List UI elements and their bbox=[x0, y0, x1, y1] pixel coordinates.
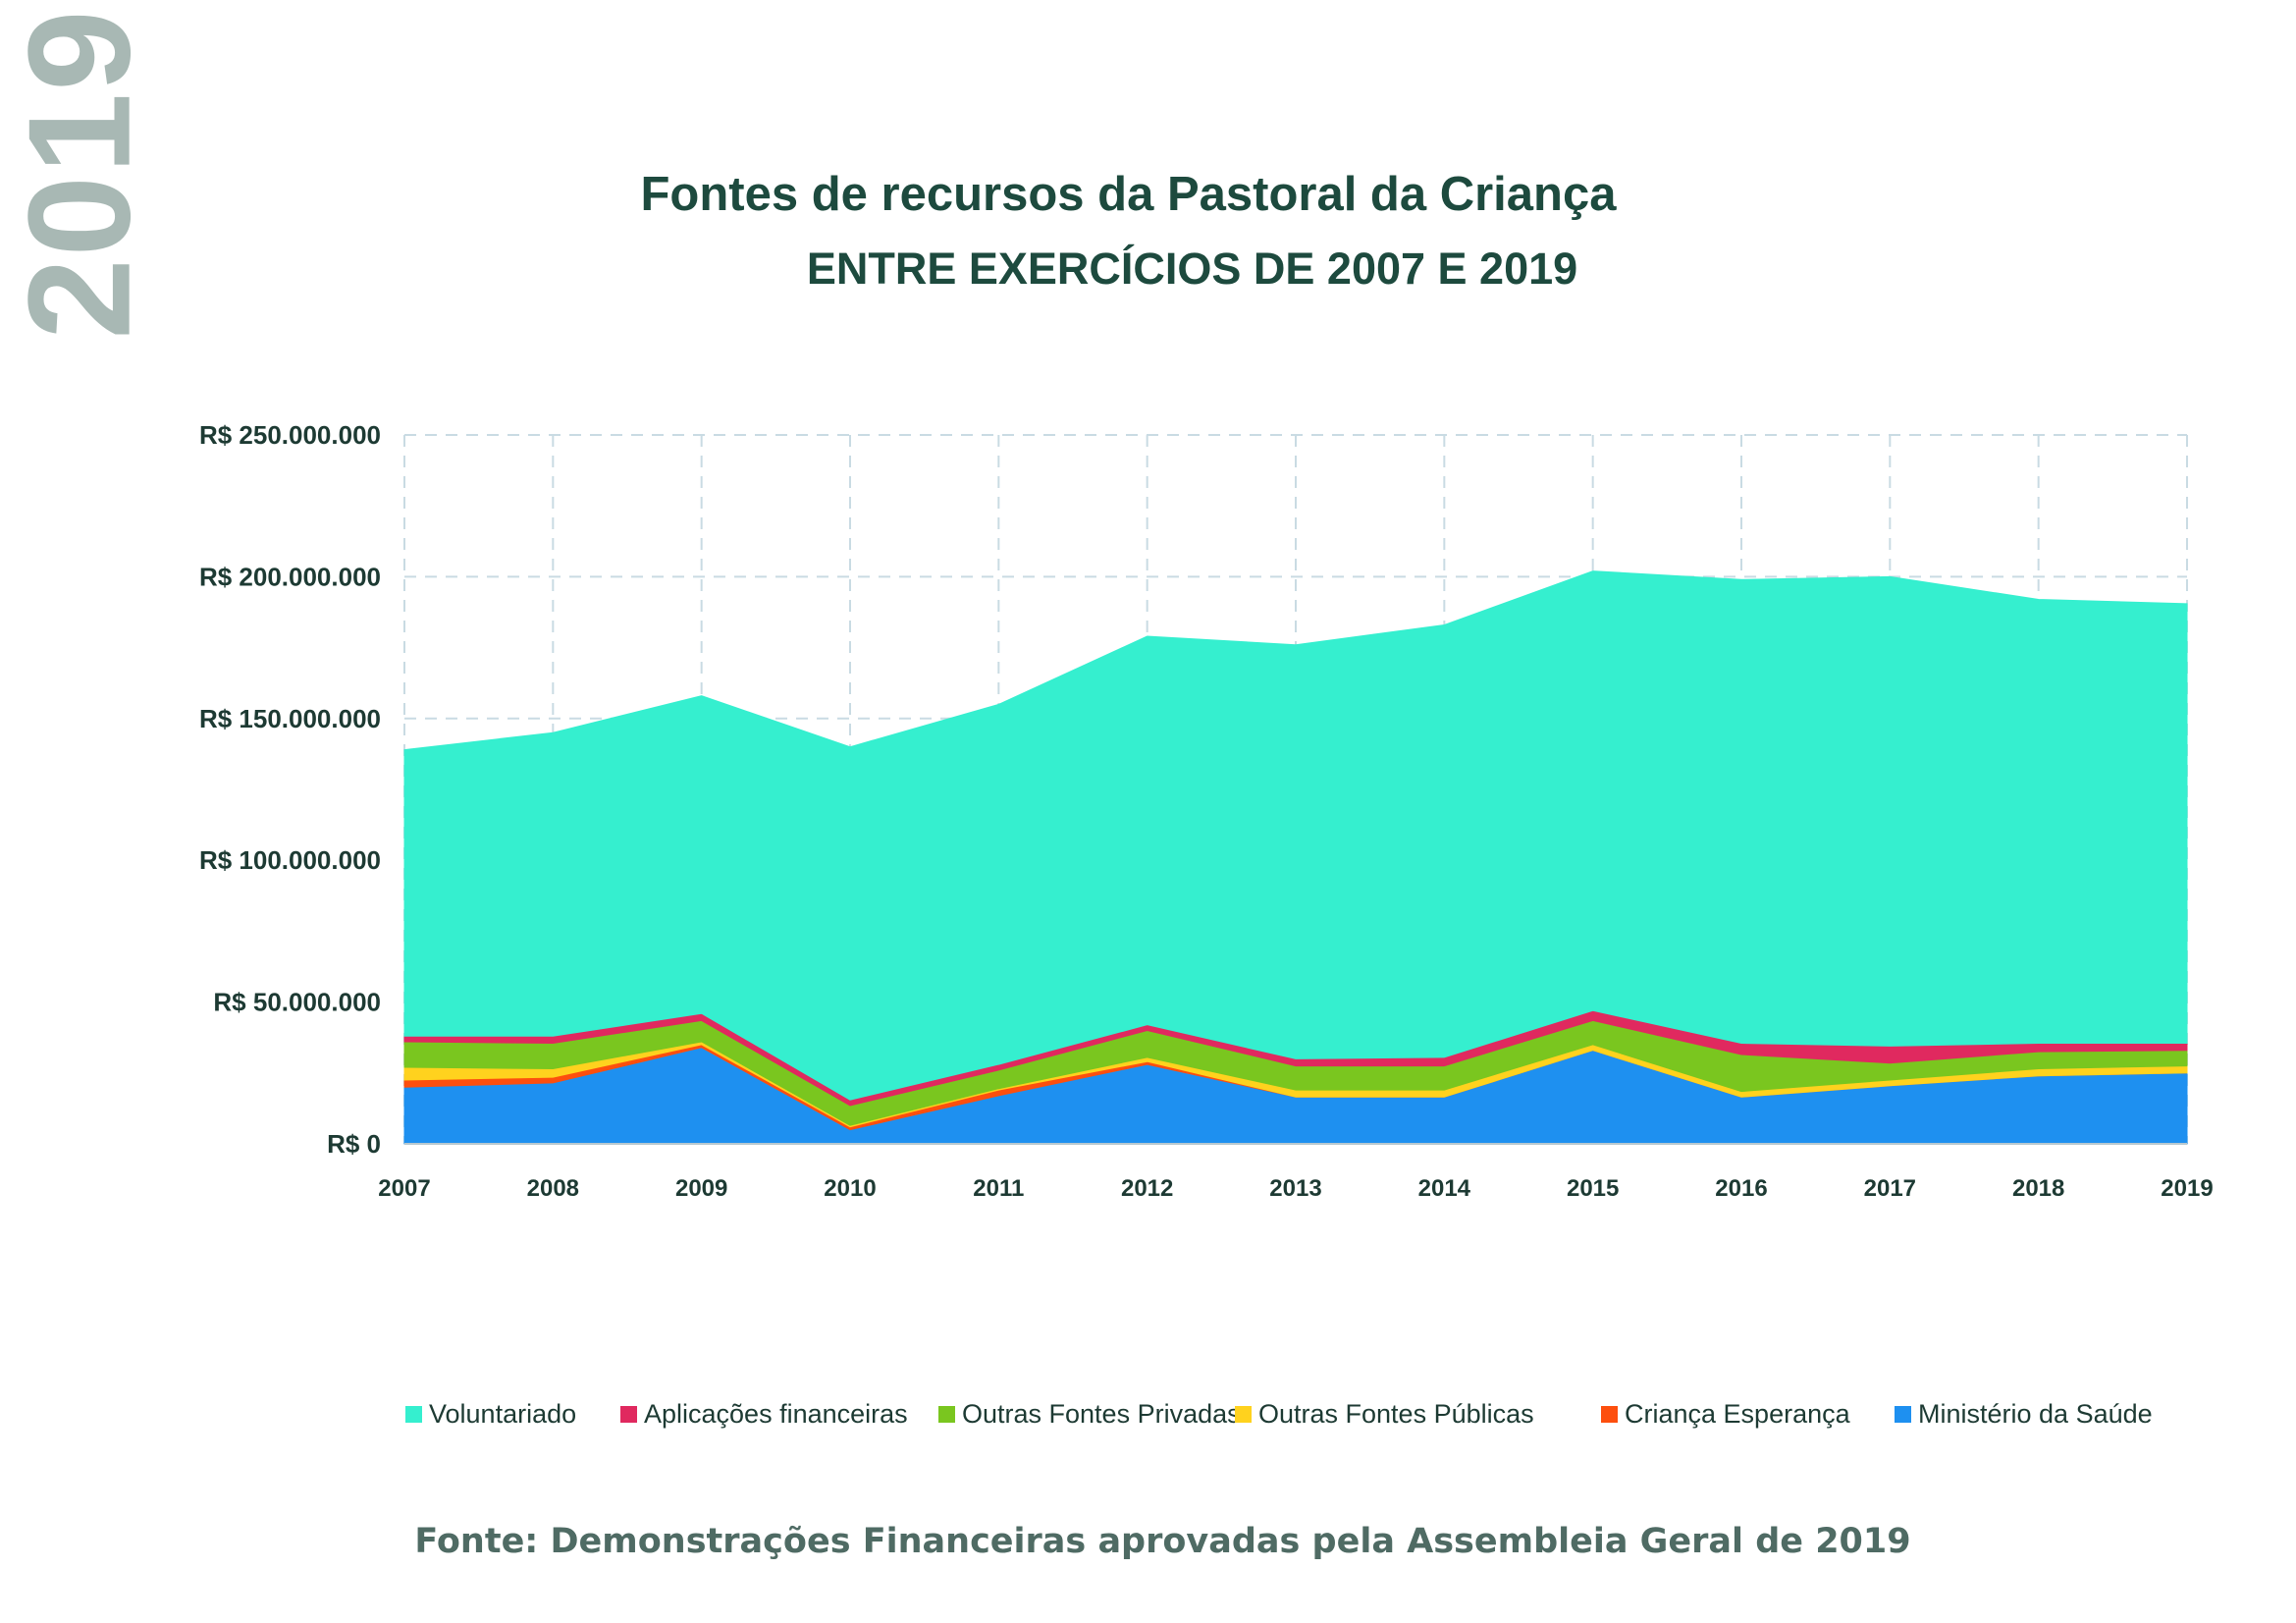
area-voluntariado bbox=[403, 570, 2188, 1101]
x-axis-tick-labels: 2007 2008 2009 2010 2011 2012 2013 2014 2015 2016… bbox=[378, 1175, 2213, 1202]
y-tick-label: R$ 150.000.000 bbox=[199, 704, 381, 733]
legend-swatch bbox=[1895, 1406, 1911, 1423]
x-tick-label: 2015 bbox=[1567, 1175, 1619, 1202]
legend-label: Criança Esperança bbox=[1625, 1399, 1851, 1429]
x-tick-label: 2009 bbox=[675, 1175, 727, 1202]
source-note: Fonte: Demonstrações Financeiras aprovad… bbox=[414, 1522, 1911, 1561]
x-tick-label: 2017 bbox=[1864, 1175, 1916, 1202]
legend-swatch bbox=[938, 1406, 955, 1423]
legend-label: Voluntariado bbox=[429, 1399, 576, 1429]
chart-title: Fontes de recursos da Pastoral da Crianç… bbox=[640, 168, 1617, 221]
area-series bbox=[403, 570, 2188, 1145]
x-tick-label: 2016 bbox=[1715, 1175, 1767, 1202]
x-tick-label: 2014 bbox=[1418, 1175, 1471, 1202]
legend-swatch bbox=[405, 1406, 422, 1423]
y-tick-label: R$ 200.000.000 bbox=[199, 562, 381, 591]
legend-swatch bbox=[1235, 1406, 1252, 1423]
legend: Voluntariado Aplicações financeiras Outras… bbox=[405, 1399, 2153, 1429]
legend-swatch bbox=[620, 1406, 637, 1423]
legend-swatch bbox=[1601, 1406, 1618, 1423]
y-tick-label: R$ 50.000.000 bbox=[213, 988, 381, 1017]
x-tick-label: 2011 bbox=[973, 1175, 1024, 1202]
legend-label: Outras Fontes Públicas bbox=[1258, 1399, 1534, 1429]
chart-subtitle: ENTRE EXERCÍCIOS DE 2007 E 2019 bbox=[806, 243, 1578, 294]
x-tick-label: 2013 bbox=[1269, 1175, 1321, 1202]
legend-label: Outras Fontes Privadas bbox=[962, 1399, 1241, 1429]
x-tick-label: 2008 bbox=[527, 1175, 579, 1202]
x-tick-label: 2019 bbox=[2161, 1175, 2213, 1202]
y-tick-label: R$ 0 bbox=[327, 1129, 381, 1159]
legend-label: Ministério da Saúde bbox=[1918, 1399, 2153, 1429]
y-tick-label: R$ 100.000.000 bbox=[199, 845, 381, 875]
legend-label: Aplicações financeiras bbox=[644, 1399, 908, 1429]
x-tick-label: 2007 bbox=[378, 1175, 430, 1202]
y-tick-label: R$ 250.000.000 bbox=[199, 420, 381, 450]
x-tick-label: 2012 bbox=[1121, 1175, 1173, 1202]
y-axis-tick-labels: R$ 0 R$ 50.000.000 R$ 100.000.000 R$ 150.00… bbox=[199, 420, 381, 1159]
x-tick-label: 2010 bbox=[824, 1175, 876, 1202]
x-tick-label: 2018 bbox=[2012, 1175, 2064, 1202]
